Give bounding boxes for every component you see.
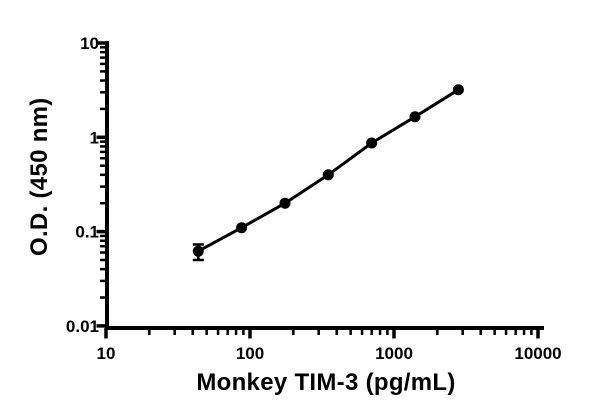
data-point xyxy=(236,222,248,234)
x-tick-label: 10000 xyxy=(514,344,561,363)
y-tick-label: 0.1 xyxy=(75,223,99,242)
y-tick-label: 0.01 xyxy=(66,317,99,336)
data-point xyxy=(452,84,464,96)
data-point xyxy=(366,137,378,149)
data-point xyxy=(192,245,204,257)
y-tick-label: 1 xyxy=(90,128,99,147)
data-point xyxy=(409,111,421,123)
data-point xyxy=(279,197,291,209)
y-tick-label: 10 xyxy=(80,34,99,53)
x-tick-label: 100 xyxy=(236,344,264,363)
data-point xyxy=(322,169,334,181)
x-tick-label: 1000 xyxy=(375,344,413,363)
x-tick-label: 10 xyxy=(97,344,116,363)
x-axis-title: Monkey TIM-3 (pg/mL) xyxy=(196,369,456,396)
y-axis-title: O.D. (450 nm) xyxy=(26,97,53,256)
